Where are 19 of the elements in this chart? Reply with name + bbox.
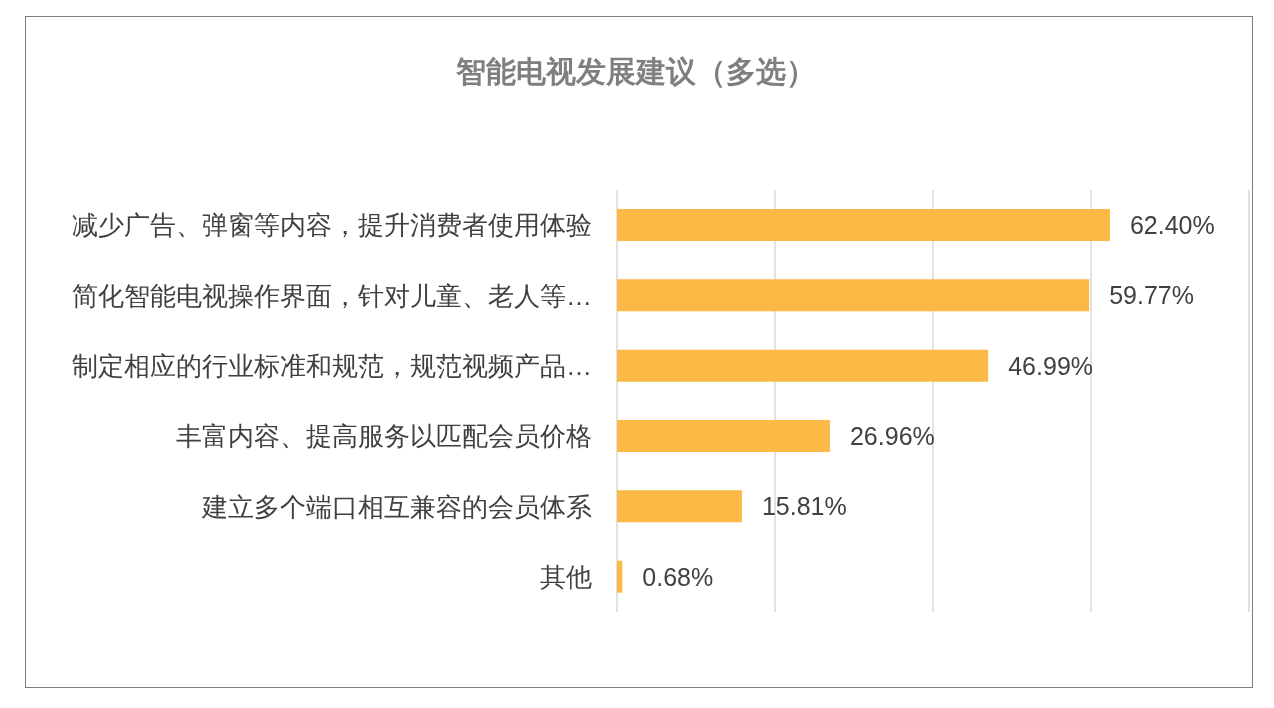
bar bbox=[617, 560, 623, 593]
bar bbox=[617, 490, 742, 523]
bar bbox=[617, 349, 989, 382]
bar bbox=[617, 279, 1090, 312]
data-label: 15.81% bbox=[761, 492, 847, 521]
data-label: 46.99% bbox=[1008, 351, 1094, 380]
data-label: 26.96% bbox=[849, 422, 935, 450]
data-label: 59.77% bbox=[1109, 281, 1194, 310]
bar bbox=[617, 420, 830, 452]
chart-title: 智能电视发展建议（多选） bbox=[455, 54, 817, 90]
y-tick-label: 制定相应的行业标准和规范，规范视频产品… bbox=[72, 350, 592, 381]
y-tick-label: 减少广告、弹窗等内容，提升消费者使用体验 bbox=[72, 210, 592, 241]
data-label: 0.68% bbox=[642, 562, 714, 591]
y-tick-label: 其他 bbox=[540, 561, 592, 592]
y-tick-label: 建立多个端口相互兼容的会员体系 bbox=[201, 491, 592, 522]
y-tick-label: 丰富内容、提高服务以匹配会员价格 bbox=[176, 421, 592, 452]
y-tick-label: 简化智能电视操作界面，针对儿童、老人等… bbox=[72, 280, 592, 311]
bar bbox=[617, 209, 1110, 241]
data-label: 62.40% bbox=[1129, 211, 1215, 239]
